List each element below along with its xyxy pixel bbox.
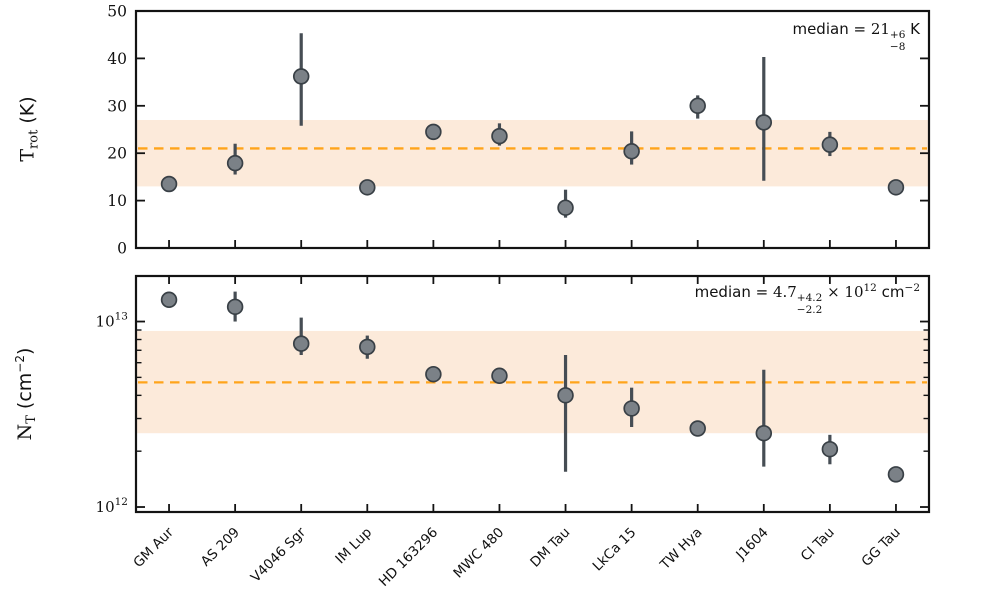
annot-nt-sup: +4.2 [796,292,823,304]
data-point [557,199,574,216]
annot-nt-times: × 10 [822,283,864,301]
annot-nt-exp: 12 [863,282,877,294]
data-point [160,175,178,193]
x-tick-label: CI Tau [798,525,838,565]
annot-trot-sup: +6 [889,29,906,41]
ylabel-trot-sub: rot [26,129,42,149]
ylabel-nt-unit-exp: −2 [13,355,27,373]
y-tick-label: 30 [107,97,127,115]
panel-column-density: 1012 1013 GM Aur AS 209 V4046 Sgr IM Lup HD 16… [96,274,931,590]
data-point [491,367,508,385]
data-point [226,154,244,172]
median-band [137,120,928,187]
y-axis-label-trot: Trot (K) [17,96,42,161]
ylabel-nt-main: N [14,423,36,441]
median-annotation-nt: median = 4.7 +4.2 −2.2 × 1012 cm−2 [695,282,920,316]
data-point [425,123,442,141]
ylabel-trot-unit: (K) [16,96,39,130]
x-tick-label: J1604 [732,525,771,564]
annot-trot-suffix: K [905,20,920,38]
data-point [491,127,508,145]
data-point [821,440,839,458]
median-annotation-trot: median = 21 +6 −8 K [792,20,920,53]
data-point [887,466,905,483]
annot-nt-prefix: median = [694,283,773,301]
x-tick-label: AS 209 [198,525,243,570]
annot-trot-errors: +6 −8 [889,29,906,53]
x-tick-label: IM Lup [332,525,375,568]
data-point [359,338,376,356]
data-point [292,68,310,85]
data-point [226,298,244,316]
y-tick-label: 1012 [96,496,128,516]
x-tick-label: DM Tau [527,525,573,571]
data-point [689,97,706,115]
annot-nt-sub: −2.2 [796,303,823,316]
annot-nt-unit-exp: −2 [904,282,920,294]
annot-nt-errors: +4.2 −2.2 [796,292,823,316]
y-tick-label: 20 [107,145,127,163]
y-axis-label-nt: NT (cm−2) [13,348,39,441]
data-point [359,179,376,196]
annot-nt-unit: cm [876,283,905,301]
panel-frame [134,274,931,514]
panel-frame [134,9,931,250]
data-point [821,136,839,153]
y-tick-label: 50 [107,3,127,21]
ylabel-nt-sub: T [24,415,39,424]
y-tick-label: 1013 [96,311,128,331]
data-point [292,335,310,352]
data-point [160,291,178,309]
data-point [755,424,773,442]
x-tick-label: HD 163296 [376,525,441,590]
panel-rotational-temperature: 0 10 20 30 40 50 [107,3,931,258]
data-point [689,420,706,437]
y-tick-label: 0 [117,240,127,258]
annot-trot-value: 21 [870,20,890,38]
data-point [623,143,640,160]
data-point [755,114,773,131]
annot-trot-prefix: median = [792,20,871,38]
x-tick-label: GG Tau [858,525,903,570]
y-tick-label: 10 [107,192,127,210]
data-point [623,400,640,417]
data-point [425,365,442,383]
x-tick-label: TW Hya [657,525,706,574]
ylabel-nt-unit-post: ) [14,347,36,355]
y-tick-label: 40 [107,50,127,68]
x-tick-label: GM Aur [130,524,177,571]
data-point [887,179,905,196]
x-tick-label: V4046 Sgr [248,524,310,586]
ylabel-trot-main: T [16,148,39,162]
x-tick-label: MWC 480 [450,525,507,582]
data-point [557,387,574,404]
x-tick-label: LkCa 15 [590,525,640,575]
annot-nt-value: 4.7 [772,283,797,301]
annot-trot-sub: −8 [889,40,906,53]
ylabel-nt-unit-pre: (cm [14,372,36,416]
